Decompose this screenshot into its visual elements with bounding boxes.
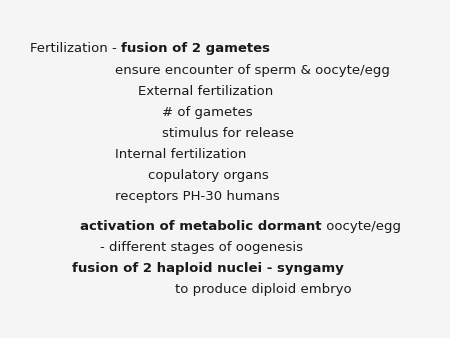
- Text: fusion of 2 gametes: fusion of 2 gametes: [121, 42, 270, 55]
- Text: Internal fertilization: Internal fertilization: [115, 148, 247, 161]
- Text: - different stages of oogenesis: - different stages of oogenesis: [100, 241, 303, 254]
- Text: oocyte/egg: oocyte/egg: [321, 220, 400, 233]
- Text: External fertilization: External fertilization: [138, 85, 273, 98]
- Text: # of gametes: # of gametes: [162, 106, 252, 119]
- Text: receptors PH-30 humans: receptors PH-30 humans: [115, 190, 280, 203]
- Text: ensure encounter of sperm & oocyte/egg: ensure encounter of sperm & oocyte/egg: [115, 64, 390, 77]
- Text: fusion of 2 haploid nuclei - syngamy: fusion of 2 haploid nuclei - syngamy: [72, 262, 344, 275]
- Text: stimulus for release: stimulus for release: [162, 127, 294, 140]
- Text: activation of metabolic dormant: activation of metabolic dormant: [80, 220, 321, 233]
- Text: to produce diploid embryo: to produce diploid embryo: [175, 283, 351, 296]
- Text: Fertilization -: Fertilization -: [30, 42, 121, 55]
- Text: copulatory organs: copulatory organs: [148, 169, 269, 182]
